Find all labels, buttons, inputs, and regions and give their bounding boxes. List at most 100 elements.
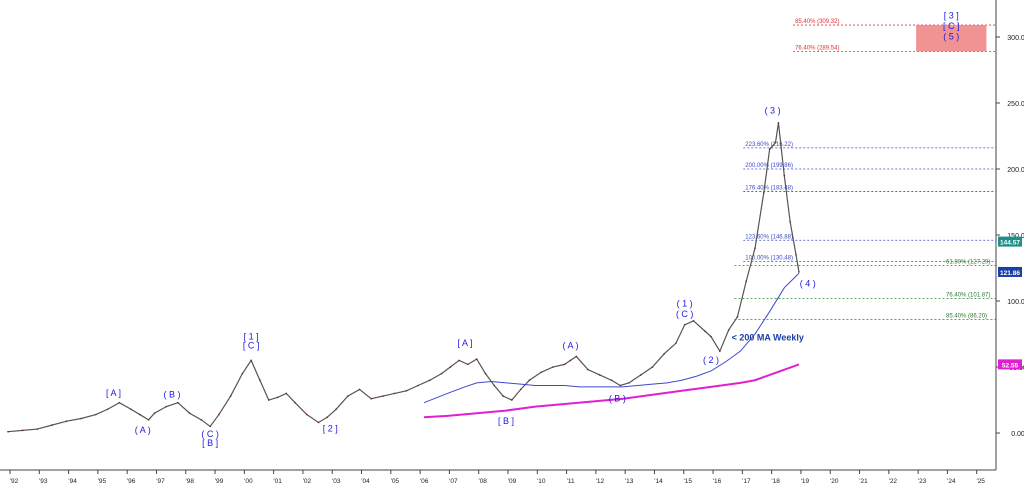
price-point xyxy=(7,430,9,433)
price-point xyxy=(745,280,748,283)
price-point xyxy=(610,379,613,382)
price-point xyxy=(276,396,279,399)
x-tick-label: '95 xyxy=(98,478,107,485)
price-badge-label: 52.55 xyxy=(1002,362,1019,369)
fib-level-label: 61.80% (127.29) xyxy=(946,259,990,265)
price-point xyxy=(587,368,589,371)
x-tick-label: '97 xyxy=(156,478,165,485)
fib-level-label: 76.40% (289.54) xyxy=(795,45,839,51)
price-point xyxy=(511,399,513,401)
price-badge-label: 121.86 xyxy=(1000,270,1020,277)
x-tick-label: '10 xyxy=(537,478,546,485)
long-ma-line xyxy=(423,363,800,419)
price-point xyxy=(250,359,252,362)
wave-labels: [ A ]( A )( B )( C )[ B ][ 1 ][ C ][ 2 ]… xyxy=(106,10,960,448)
price-point xyxy=(21,429,24,432)
price-point xyxy=(719,350,721,352)
price-point xyxy=(139,413,141,416)
fib-level-label: 200.00% (199.86) xyxy=(745,163,793,169)
price-point xyxy=(241,372,244,375)
target-zone xyxy=(916,25,987,52)
fib-level-label: 76.40% (101.87) xyxy=(946,292,990,298)
price-point xyxy=(675,342,677,345)
price-point xyxy=(502,395,504,397)
price-point xyxy=(762,191,765,194)
wave-label: ( 4 ) xyxy=(800,278,816,288)
price-point xyxy=(285,392,288,395)
price-point xyxy=(774,141,777,144)
price-point xyxy=(429,379,431,382)
price-point xyxy=(405,389,408,392)
price-point xyxy=(449,366,452,368)
x-tick-label: '98 xyxy=(186,478,195,485)
price-point xyxy=(754,247,756,250)
price-point xyxy=(569,359,572,362)
price-point xyxy=(528,379,531,382)
price-point xyxy=(727,329,730,331)
x-tick-label: '24 xyxy=(947,478,956,485)
price-point xyxy=(651,366,654,368)
fib-level-label: 100.00% (130.48) xyxy=(745,255,793,261)
price-point xyxy=(789,220,791,223)
price-point xyxy=(639,374,642,376)
wave-label: [ B ] xyxy=(498,416,514,426)
wave-label: ( 1 ) xyxy=(677,298,693,308)
x-tick-label: '18 xyxy=(771,478,780,485)
x-tick-label: '11 xyxy=(567,478,575,485)
price-point xyxy=(306,413,308,416)
price-point xyxy=(188,412,191,415)
price-point xyxy=(259,379,261,382)
x-tick-label: '96 xyxy=(127,478,136,485)
x-tick-label: '16 xyxy=(713,478,722,485)
price-point xyxy=(575,355,578,358)
price-point xyxy=(130,408,132,411)
wave-label: [ A ] xyxy=(457,338,472,348)
price-point xyxy=(484,372,487,375)
price-point xyxy=(335,408,337,411)
target-zone-box xyxy=(916,25,987,52)
x-tick-label: '05 xyxy=(391,478,400,485)
x-tick-label: '02 xyxy=(303,478,312,485)
wave-label: ( C ) xyxy=(676,309,694,319)
wave-label: [ 1 ] xyxy=(244,331,259,341)
y-tick-label: 150.00 xyxy=(1007,233,1024,240)
price-point xyxy=(95,413,97,416)
x-tick-label: '14 xyxy=(654,478,663,485)
price-point xyxy=(229,395,232,397)
price-point xyxy=(467,363,469,366)
price-point xyxy=(563,363,566,366)
price-badge-box xyxy=(998,266,1022,277)
price-point xyxy=(51,424,53,426)
price-point xyxy=(326,416,329,418)
x-tick-label: '13 xyxy=(625,478,634,485)
x-tick-label: '15 xyxy=(684,478,693,485)
price-point xyxy=(153,412,156,415)
price-point xyxy=(683,323,686,326)
price-point xyxy=(382,395,384,397)
fib-level-label: 176.40% (183.48) xyxy=(745,185,793,191)
price-point xyxy=(552,366,554,368)
x-tick-label: '20 xyxy=(830,478,839,485)
price-point xyxy=(493,384,496,387)
x-tick-label: '08 xyxy=(478,478,487,485)
price-point xyxy=(736,316,739,318)
price-point xyxy=(440,372,443,375)
price-point xyxy=(200,419,203,421)
x-tick-label: '07 xyxy=(449,478,458,485)
price-series-line xyxy=(7,122,800,433)
price-badge-box xyxy=(998,236,1022,247)
price-point xyxy=(147,419,150,421)
price-point xyxy=(417,384,419,387)
wave-label: ( C ) xyxy=(201,429,219,439)
wave-label: ( 5 ) xyxy=(943,32,959,42)
price-point xyxy=(317,421,320,424)
price-point xyxy=(65,420,68,422)
price-point xyxy=(118,401,121,404)
price-point xyxy=(798,271,800,273)
price-point xyxy=(704,330,706,333)
x-tick-label: '03 xyxy=(332,478,341,485)
price-point xyxy=(619,384,622,387)
wave-label: [ 2 ] xyxy=(323,424,338,434)
